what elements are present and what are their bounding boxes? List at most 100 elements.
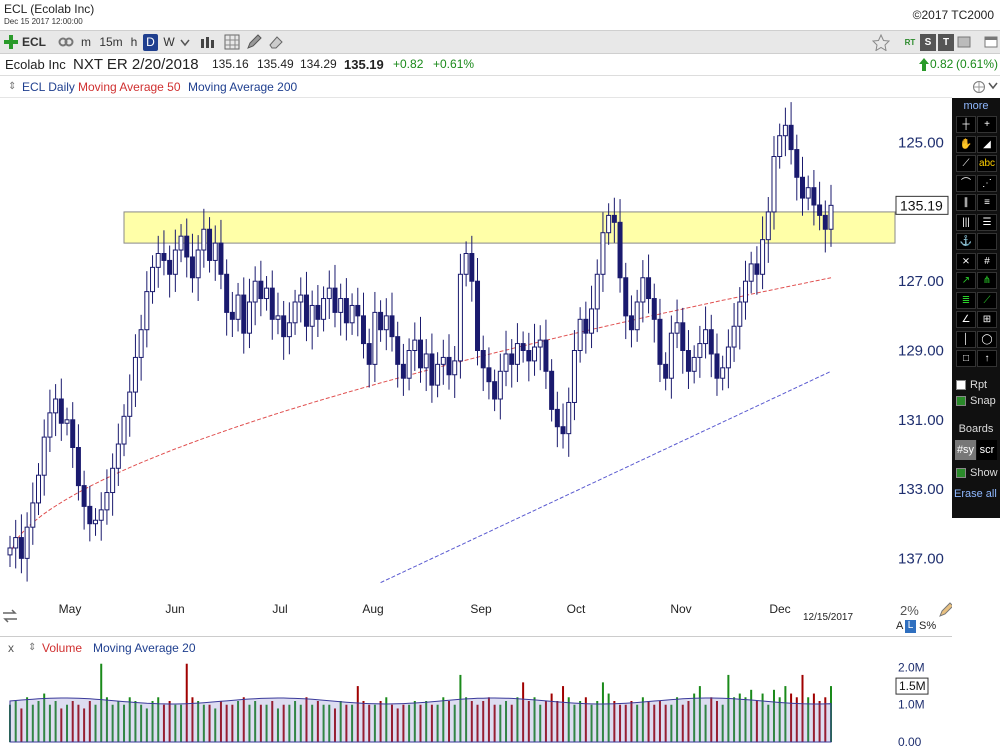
s-toggle[interactable]: S bbox=[920, 34, 936, 51]
boards-label: Boards bbox=[958, 423, 994, 435]
grid-lines-tool-icon[interactable]: # bbox=[977, 252, 997, 270]
candle bbox=[64, 407, 70, 436]
interval-daily[interactable]: D bbox=[143, 34, 158, 51]
ellipse-tool-icon[interactable]: ◯ bbox=[977, 330, 997, 348]
candle bbox=[452, 345, 458, 398]
log-scale-button[interactable]: L bbox=[905, 620, 916, 633]
candle bbox=[326, 270, 332, 319]
quote-high: 135.49 bbox=[257, 57, 294, 71]
star-icon[interactable] bbox=[872, 34, 890, 51]
candle bbox=[275, 292, 281, 335]
channel-tool-icon[interactable]: ≡ bbox=[977, 194, 997, 211]
parallel-tool-icon[interactable]: ∥ bbox=[956, 194, 976, 211]
legend-series-name[interactable]: ECL Daily bbox=[22, 80, 75, 94]
show-checkbox[interactable] bbox=[956, 468, 966, 478]
grid-icon[interactable] bbox=[224, 34, 240, 50]
candle bbox=[742, 260, 748, 320]
chart-date-stamp: 12/15/2017 bbox=[803, 612, 854, 623]
sync-arrows-icon[interactable] bbox=[0, 606, 20, 626]
interval-15min[interactable]: 15m bbox=[99, 35, 123, 49]
volume-sort-icon[interactable]: ⇕ bbox=[28, 642, 37, 653]
pitchfork-tool-icon[interactable]: ⋔ bbox=[977, 272, 997, 289]
legend-ma200[interactable]: Moving Average 200 bbox=[188, 80, 298, 94]
legend-sort-icon[interactable]: ⇕ bbox=[8, 81, 17, 92]
trendline-tool-icon[interactable]: ⟋ bbox=[956, 155, 976, 172]
candle bbox=[395, 321, 401, 388]
symbol-field[interactable]: ECL bbox=[22, 35, 46, 49]
snap-checkbox[interactable] bbox=[956, 396, 966, 406]
candle bbox=[651, 283, 657, 343]
crosshair-tool-icon[interactable]: ┼ bbox=[956, 116, 976, 133]
hand-tool-icon[interactable]: ✋ bbox=[956, 135, 976, 153]
price-chart[interactable]: 137.00 133.00 131.00 129.00 127.00 125.00 May J… bbox=[0, 98, 952, 626]
window-layout-icon[interactable] bbox=[984, 36, 998, 48]
rectangle-tool-icon[interactable]: □ bbox=[956, 350, 976, 367]
volume-bar bbox=[385, 697, 388, 742]
volume-bar bbox=[54, 701, 57, 742]
arrow-tool-icon[interactable]: ↑ bbox=[977, 350, 997, 367]
candle bbox=[47, 389, 53, 453]
volume-bar bbox=[505, 701, 508, 742]
tab-scripts[interactable]: scr bbox=[977, 440, 997, 460]
candle bbox=[241, 277, 247, 354]
volume-ma-label[interactable]: Moving Average 20 bbox=[93, 641, 196, 655]
volume-close-button[interactable]: x bbox=[8, 641, 14, 655]
tab-symbols[interactable]: #sy bbox=[955, 440, 976, 460]
eraser-tool-icon[interactable]: ◢ bbox=[977, 135, 997, 153]
interval-minute[interactable]: m bbox=[81, 35, 91, 49]
autoscale-button[interactable]: A bbox=[896, 620, 904, 632]
interval-weekly[interactable]: W bbox=[163, 35, 175, 49]
volume-tick-label: 1.0M bbox=[898, 698, 925, 712]
blank-tool-icon[interactable] bbox=[977, 233, 997, 250]
plus-tool-icon[interactable]: + bbox=[977, 116, 997, 133]
volume-bar bbox=[436, 704, 439, 742]
volume-chart[interactable]: 2.0M 1.0M 0.00 1.5M bbox=[0, 636, 952, 750]
vertical-lines-tool-icon[interactable]: ||| bbox=[956, 213, 976, 231]
add-plus-icon[interactable] bbox=[3, 34, 19, 50]
repeat-checkbox[interactable] bbox=[956, 380, 966, 390]
horizontal-lines-tool-icon[interactable]: ☰ bbox=[977, 213, 997, 231]
fib-tool-icon[interactable]: ≣ bbox=[956, 291, 976, 309]
legend-ma50[interactable]: Moving Average 50 bbox=[78, 80, 181, 94]
volume-bar bbox=[219, 701, 222, 742]
more-tools-link[interactable]: more bbox=[963, 100, 989, 112]
t-toggle[interactable]: T bbox=[938, 34, 954, 51]
candle bbox=[292, 289, 298, 335]
volume-bar bbox=[408, 704, 411, 742]
settings-dropdown-icon[interactable] bbox=[988, 82, 998, 90]
percent-scale-button[interactable]: S% bbox=[919, 620, 937, 632]
eraser-icon[interactable] bbox=[268, 34, 284, 50]
candle bbox=[765, 197, 771, 263]
settings-globe-icon[interactable] bbox=[972, 80, 988, 94]
volume-bar bbox=[596, 701, 599, 742]
volume-title[interactable]: Volume bbox=[42, 641, 83, 655]
vertical-line-tool-icon[interactable]: │ bbox=[956, 330, 976, 348]
gann-tool-icon[interactable]: ⊞ bbox=[977, 311, 997, 328]
candle bbox=[161, 230, 167, 276]
anchor-tool-icon[interactable]: ⚓ bbox=[956, 233, 976, 250]
cross-lines-tool-icon[interactable]: ⨯ bbox=[956, 252, 976, 270]
speed-lines-tool-icon[interactable]: ⟋ bbox=[977, 291, 997, 309]
link-chain-icon[interactable] bbox=[58, 35, 74, 49]
ray-tool-icon[interactable]: ↗ bbox=[956, 272, 976, 289]
angle-tool-icon[interactable]: ∠ bbox=[956, 311, 976, 328]
arc-tool-icon[interactable]: ⌒ bbox=[956, 174, 976, 192]
save-icon[interactable] bbox=[957, 36, 971, 48]
text-tool-icon[interactable]: abc bbox=[977, 155, 997, 172]
date-tick-label: Aug bbox=[362, 602, 383, 616]
volume-bar bbox=[191, 697, 194, 742]
resistance-zone[interactable] bbox=[123, 211, 896, 244]
draw-pencil-icon[interactable] bbox=[938, 602, 954, 618]
volume-current-label: 1.5M bbox=[899, 679, 926, 693]
bar-style-icon[interactable] bbox=[200, 35, 218, 50]
realtime-toggle[interactable]: RT bbox=[904, 38, 916, 47]
interval-hour[interactable]: h bbox=[130, 35, 138, 49]
candle bbox=[617, 199, 623, 293]
pencil-icon[interactable] bbox=[246, 34, 262, 50]
interval-dropdown-icon[interactable] bbox=[180, 39, 190, 47]
volume-bar bbox=[276, 708, 279, 742]
fan-tool-icon[interactable]: ⋰ bbox=[977, 174, 997, 192]
erase-all-button[interactable]: Erase all bbox=[954, 488, 997, 500]
volume-bar bbox=[567, 697, 570, 742]
quote-open: 135.16 bbox=[212, 57, 249, 71]
